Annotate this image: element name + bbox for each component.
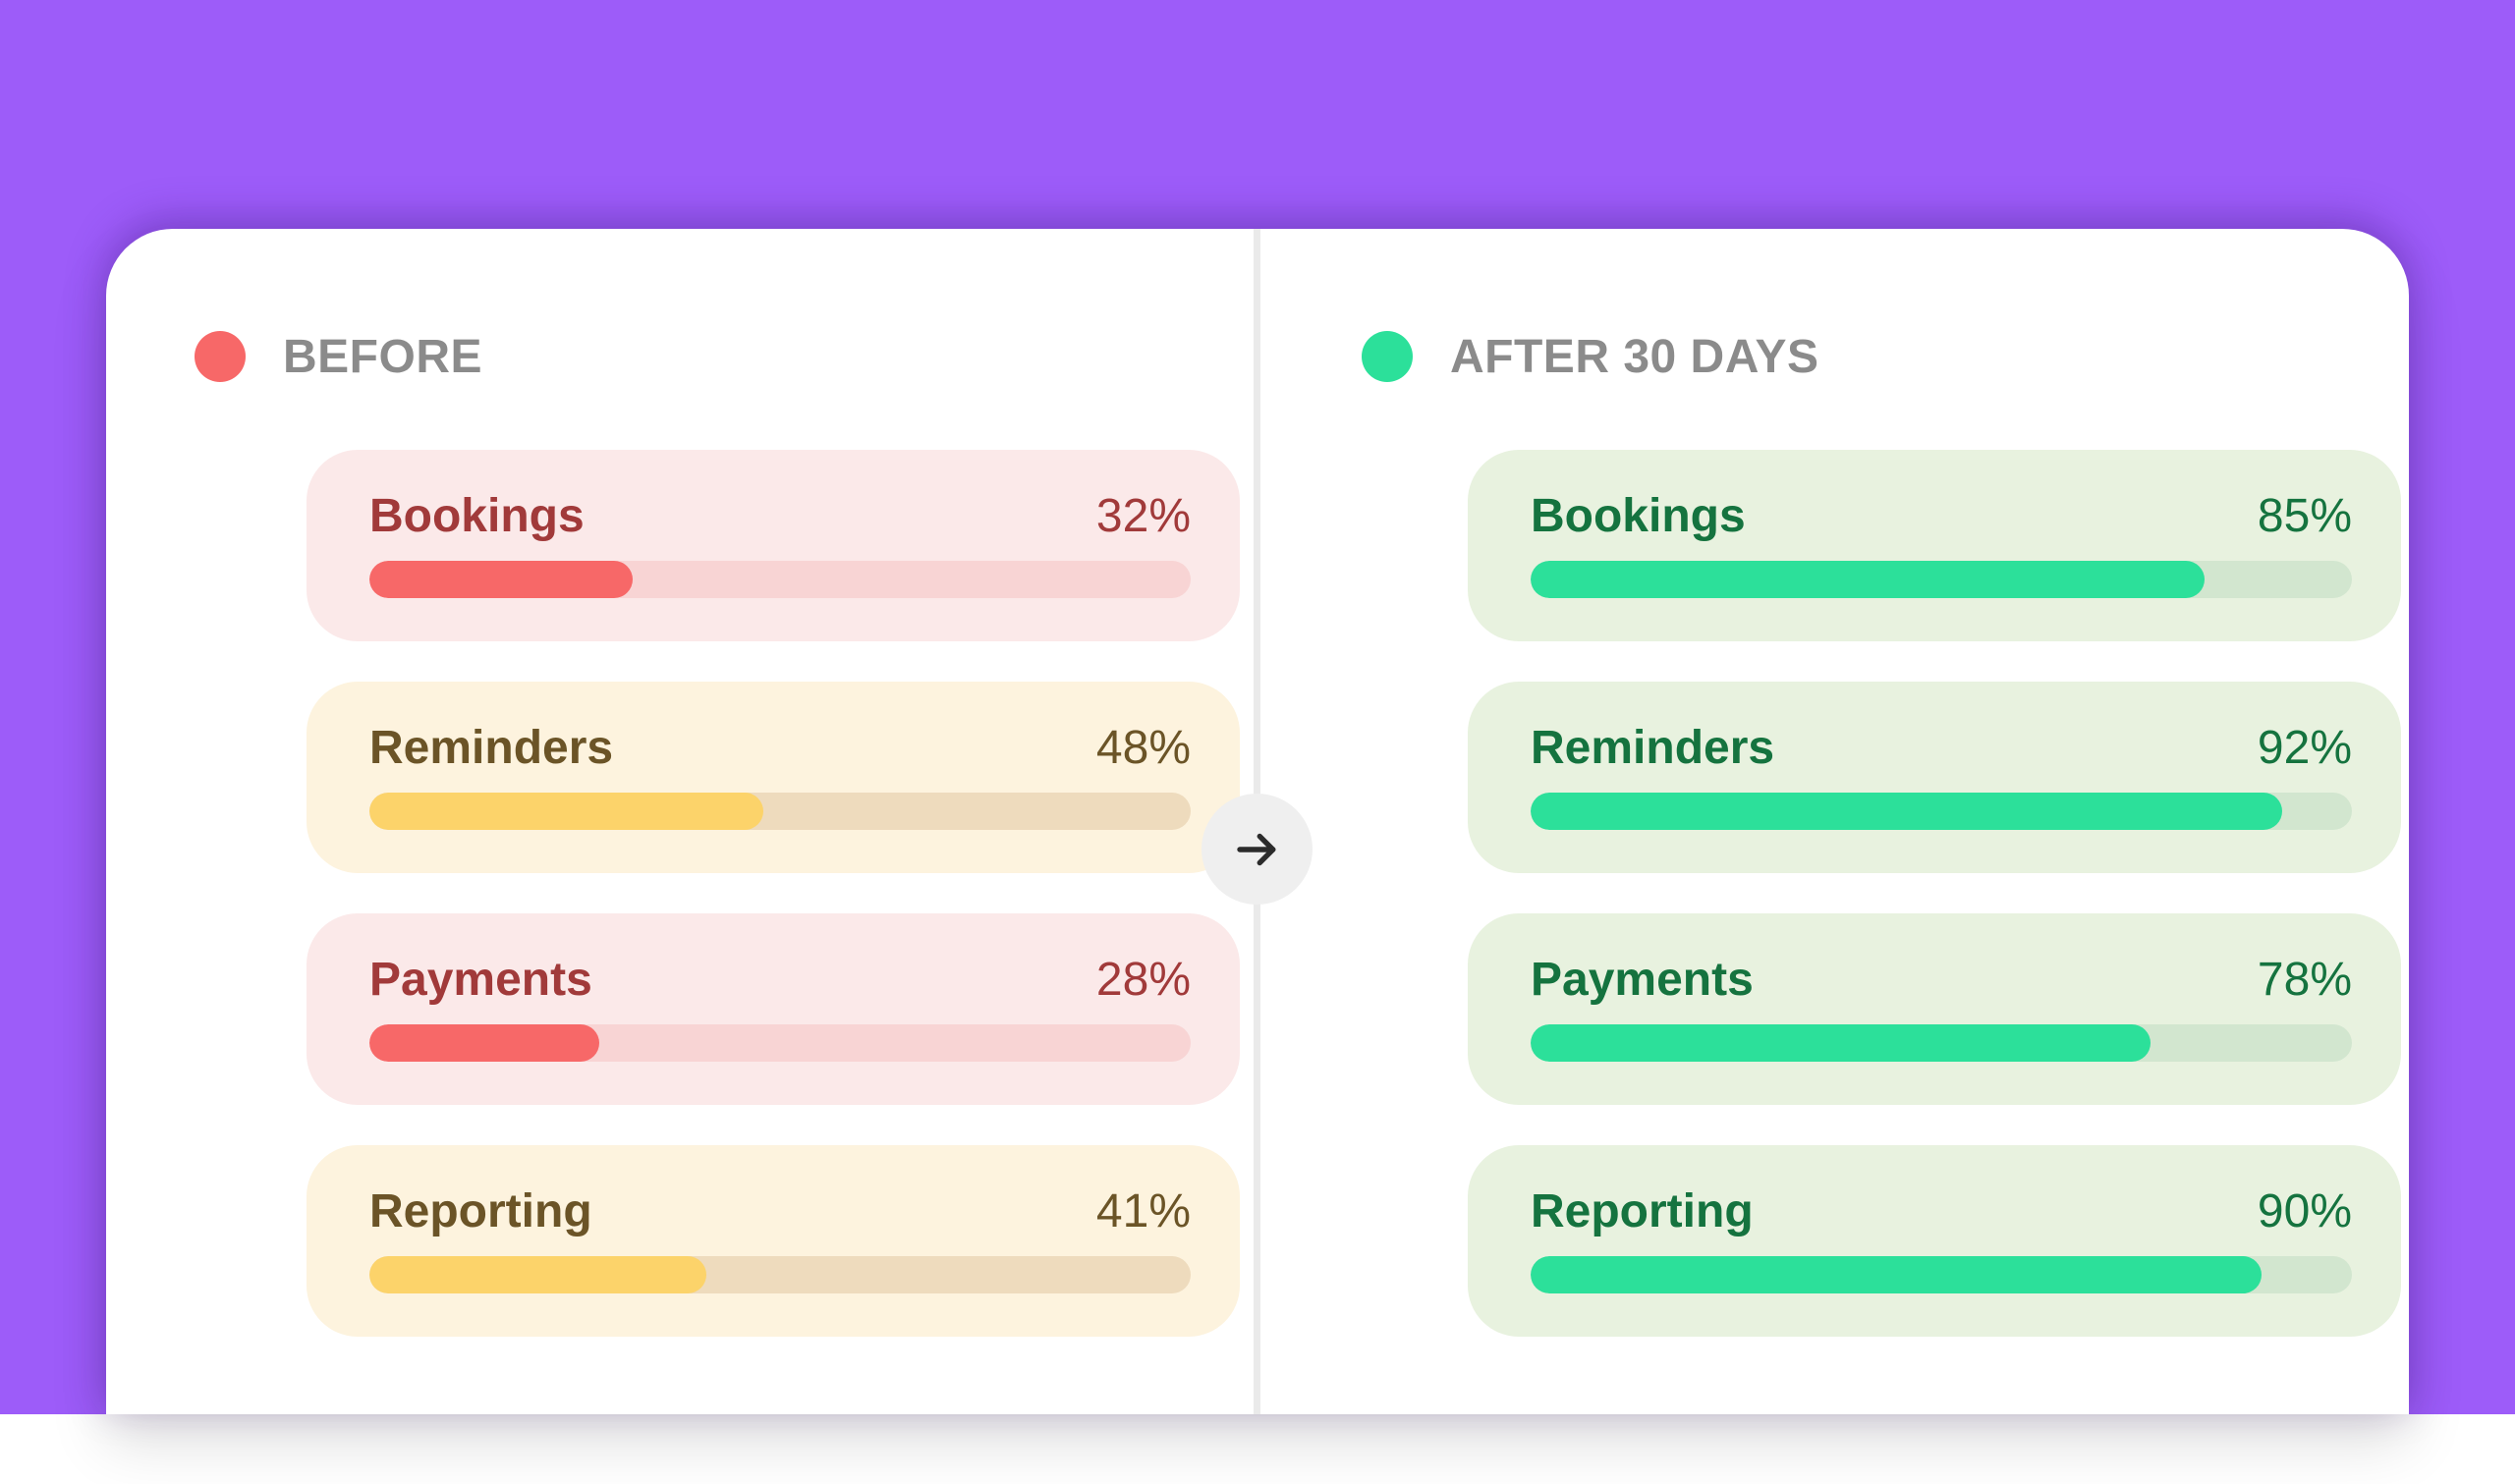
metric-value: 41% [1095, 1185, 1191, 1237]
metric-value: 48% [1095, 722, 1191, 774]
before-metric-bookings: Bookings 32% [307, 450, 1240, 641]
before-title: BEFORE [283, 330, 483, 383]
before-panel: BEFORE Bookings 32% Reminders 48% Paymen… [195, 229, 1275, 1414]
metric-value: 28% [1095, 954, 1191, 1006]
metric-value: 92% [2257, 722, 2352, 774]
after-metric-reminders: Reminders 92% [1468, 682, 2401, 873]
progress-fill [1531, 561, 2205, 598]
progress-fill [369, 561, 633, 598]
metric-label: Payments [1531, 954, 1754, 1006]
progress-track [1531, 1024, 2352, 1062]
progress-fill [1531, 793, 2282, 830]
metric-value: 85% [2257, 490, 2352, 542]
metric-label: Reminders [369, 722, 614, 774]
metric-value: 90% [2257, 1185, 2352, 1237]
before-status-dot [195, 331, 246, 382]
comparison-card: BEFORE Bookings 32% Reminders 48% Paymen… [106, 229, 2409, 1414]
before-header: BEFORE [195, 327, 482, 386]
progress-fill [1531, 1024, 2152, 1062]
arrow-right-icon [1236, 833, 1275, 865]
metric-value: 32% [1095, 490, 1191, 542]
after-metric-bookings: Bookings 85% [1468, 450, 2401, 641]
metric-label: Bookings [1531, 490, 1746, 542]
progress-track [1531, 1256, 2352, 1293]
after-header: AFTER 30 DAYS [1362, 327, 1819, 386]
after-metric-payments: Payments 78% [1468, 913, 2401, 1105]
before-metric-payments: Payments 28% [307, 913, 1240, 1105]
after-title: AFTER 30 DAYS [1450, 330, 1819, 383]
after-panel: AFTER 30 DAYS Bookings 85% Reminders 92%… [1362, 229, 2409, 1414]
metric-label: Reporting [1531, 1185, 1754, 1237]
progress-track [369, 1256, 1191, 1293]
progress-track [1531, 561, 2352, 598]
metric-label: Reporting [369, 1185, 592, 1237]
progress-fill [369, 1024, 600, 1062]
progress-track [369, 793, 1191, 830]
metric-label: Reminders [1531, 722, 1775, 774]
after-metric-reporting: Reporting 90% [1468, 1145, 2401, 1337]
progress-track [369, 1024, 1191, 1062]
before-metric-reporting: Reporting 41% [307, 1145, 1240, 1337]
after-status-dot [1362, 331, 1413, 382]
metric-label: Bookings [369, 490, 585, 542]
progress-track [1531, 793, 2352, 830]
before-metric-reminders: Reminders 48% [307, 682, 1240, 873]
progress-track [369, 561, 1191, 598]
progress-fill [1531, 1256, 2263, 1293]
progress-fill [369, 793, 764, 830]
progress-fill [369, 1256, 706, 1293]
metric-value: 78% [2257, 954, 2352, 1006]
transition-arrow [1202, 794, 1313, 905]
metric-label: Payments [369, 954, 592, 1006]
